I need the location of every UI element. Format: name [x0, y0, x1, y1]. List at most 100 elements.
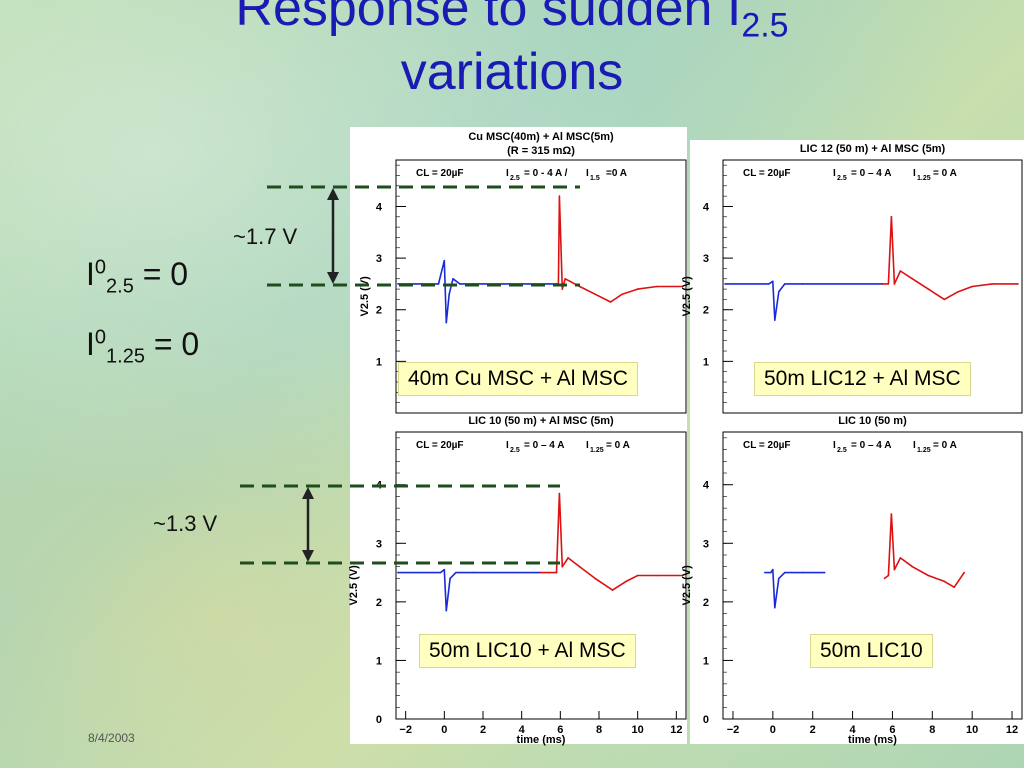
y-tick-label: 4 — [703, 480, 710, 492]
eq2-sub: 1.25 — [106, 345, 145, 368]
series-point — [927, 288, 930, 290]
series-point — [594, 577, 596, 580]
series-point — [943, 298, 946, 301]
y-axis-label: V2.5 (V) — [681, 565, 693, 606]
series-point — [397, 571, 399, 574]
series-point — [443, 259, 446, 262]
arrow-bottom-head-down — [302, 550, 314, 562]
series-point — [459, 283, 461, 285]
series-point — [953, 586, 956, 589]
series-point — [801, 571, 804, 574]
series-point — [656, 574, 658, 577]
series-point — [558, 492, 561, 495]
condition-i25-value: = 0 – 4 A — [851, 168, 892, 179]
x-tick-label: 2 — [810, 724, 816, 736]
series-line-before-step — [725, 280, 883, 321]
series-point — [963, 571, 965, 574]
caption-panel-4: 50m LIC10 — [810, 634, 933, 668]
series-point — [452, 277, 454, 280]
series-point — [437, 283, 440, 285]
plot-frame — [722, 431, 1023, 720]
y-tick-label: 3 — [376, 253, 382, 265]
series-point — [397, 283, 399, 285]
chart-panel-3: LIC 10 (50 m) + Al MSC (5m)CL = 20µF I 2.5… — [348, 415, 687, 746]
condition-cl: CL = 20µF — [416, 168, 464, 179]
caption-panel-2: 50m LIC12 + Al MSC — [754, 362, 971, 396]
chart-title: LIC 10 (50 m) — [838, 415, 907, 427]
chart-title: LIC 10 (50 m) + Al MSC (5m) — [468, 415, 614, 427]
chart-panel-4: LIC 10 (50 m)CL = 20µF I 2.5 = 0 – 4 A I 1.25… — [681, 415, 1023, 746]
y-tick-label: 0 — [703, 714, 709, 726]
series-point — [957, 290, 960, 293]
series-point — [625, 580, 627, 583]
condition-i25-value: = 0 – 4 A — [524, 440, 565, 451]
series-point — [770, 571, 772, 574]
series-point — [439, 571, 442, 574]
eq1-sub: 2.5 — [106, 275, 134, 298]
series-point — [724, 283, 726, 285]
condition-i125-value: =0 A — [606, 168, 627, 179]
chart-subtitle: (R = 315 mΩ) — [507, 145, 575, 157]
series-point — [569, 280, 571, 283]
series-point — [681, 574, 683, 577]
series-line-after-step — [884, 513, 965, 589]
series-point — [1017, 283, 1019, 285]
x-tick-label: 6 — [557, 724, 563, 736]
series-point — [783, 571, 786, 574]
condition-i25: I — [833, 168, 836, 179]
arrow-bottom-head-up — [302, 487, 314, 499]
eq2-base: I — [86, 326, 95, 362]
condition-i25-sub: 2.5 — [837, 447, 847, 454]
condition-i25-sub: 2.5 — [837, 175, 847, 182]
series-point — [991, 283, 993, 285]
series-point — [774, 319, 776, 321]
condition-i25-sub: 2.5 — [510, 447, 520, 454]
series-point — [656, 285, 658, 288]
series-point — [472, 571, 475, 574]
series-point — [774, 606, 776, 609]
y-tick-label: 3 — [703, 538, 709, 550]
x-tick-label: 12 — [670, 724, 682, 736]
y-tick-label: 2 — [376, 597, 382, 609]
x-tick-label: 0 — [441, 724, 447, 736]
condition-i125-value: = 0 A — [933, 440, 957, 451]
x-tick-label: −2 — [399, 724, 412, 736]
series-line-after-step — [882, 216, 1018, 301]
series-point — [927, 574, 930, 577]
y-tick-label: 1 — [376, 356, 382, 368]
slide-title-line2: variations — [400, 43, 624, 101]
series-point — [778, 290, 780, 293]
condition-i125-sub: 1.5 — [590, 175, 600, 182]
plot-frame — [722, 159, 1023, 414]
caption-panel-3: 50m LIC10 + Al MSC — [419, 634, 636, 668]
x-tick-label: 10 — [632, 724, 644, 736]
series-line-before-step — [397, 259, 557, 324]
series-point — [772, 568, 774, 571]
condition-i125: I — [913, 440, 916, 451]
eq1-rhs: = 0 — [142, 256, 189, 292]
condition-cl: CL = 20µF — [743, 440, 791, 451]
series-point — [558, 195, 561, 197]
x-tick-label: −2 — [727, 724, 740, 736]
eq2-rhs: = 0 — [153, 326, 200, 362]
footer-date: 8/4/2003 — [88, 731, 135, 745]
condition-i25: I — [833, 440, 836, 451]
series-point — [899, 270, 902, 272]
y-tick-label: 2 — [703, 305, 709, 317]
condition-cl: CL = 20µF — [416, 440, 464, 451]
series-point — [881, 283, 884, 285]
condition-i125-value: = 0 A — [606, 440, 630, 451]
chart-title: LIC 12 (50 m) + Al MSC (5m) — [800, 143, 946, 155]
x-tick-label: 4 — [850, 724, 857, 736]
series-point — [561, 288, 564, 290]
y-tick-label: 1 — [376, 655, 382, 667]
title-subscript: 2.5 — [741, 6, 789, 45]
condition-i125-sub: 1.25 — [917, 447, 931, 454]
y-tick-label: 4 — [376, 201, 383, 213]
y-axis-label: V2.5 (V) — [681, 276, 693, 317]
x-axis-label: time (ms) — [517, 734, 566, 746]
series-point — [455, 571, 457, 574]
series-point — [823, 571, 826, 574]
series-point — [564, 277, 566, 280]
